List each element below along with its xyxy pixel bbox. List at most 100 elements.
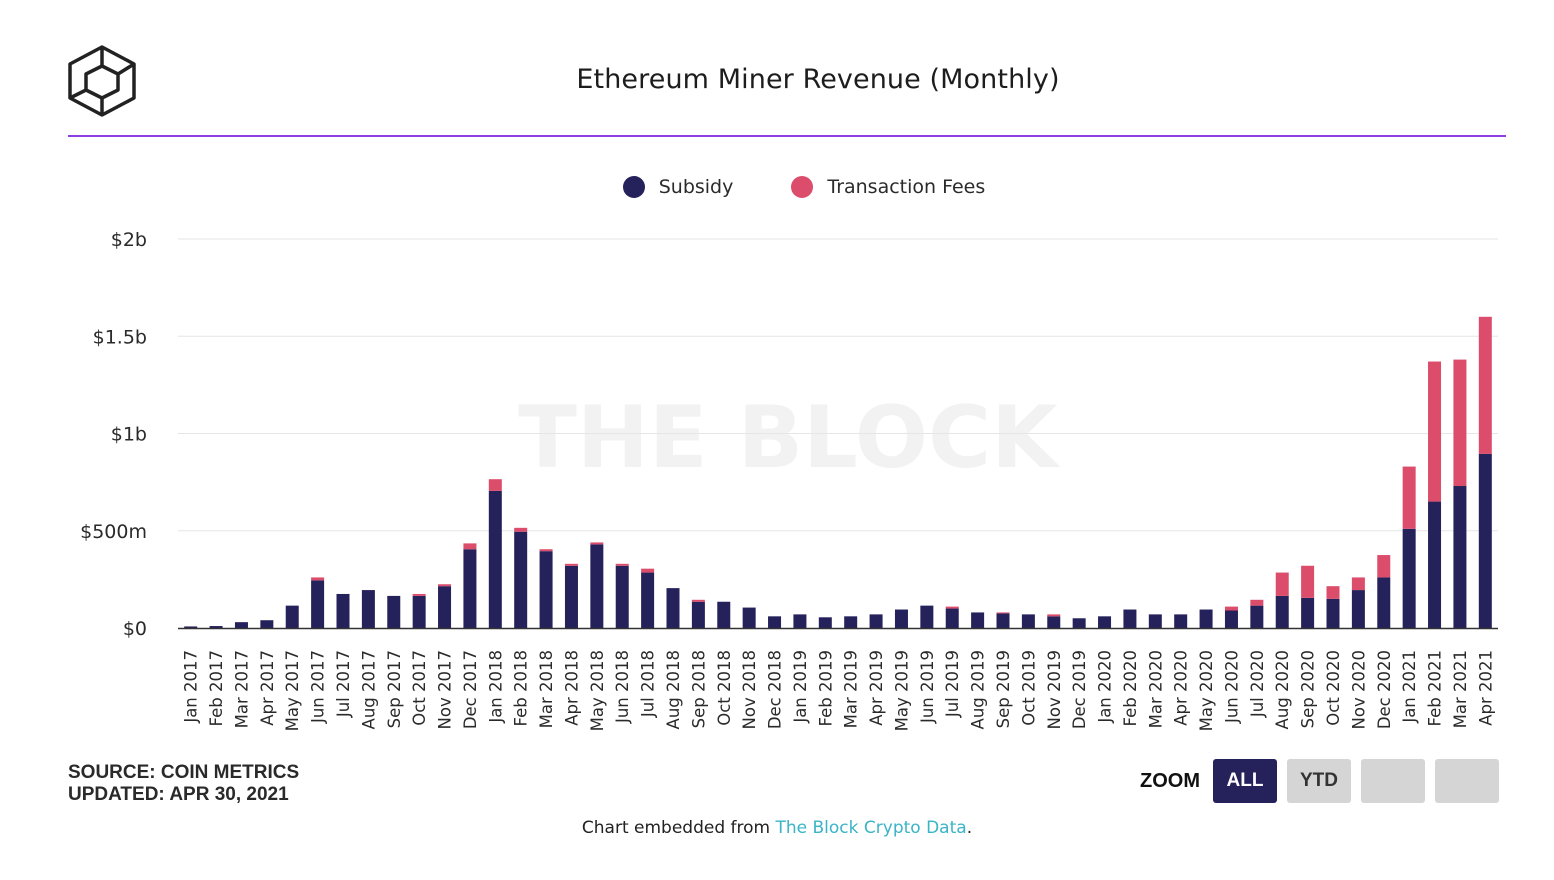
bar-subsidy xyxy=(691,601,705,628)
x-tick-label: Jun 2020 xyxy=(1222,650,1241,724)
bar-subsidy xyxy=(641,572,655,628)
x-tick-label: Apr 2021 xyxy=(1476,650,1495,726)
bar-subsidy xyxy=(768,616,782,628)
bar-transaction-fees xyxy=(539,549,553,552)
x-tick-label: Apr 2018 xyxy=(562,650,581,726)
x-tick-label: Nov 2019 xyxy=(1045,650,1064,729)
bar-transaction-fees xyxy=(691,599,705,602)
x-tick-label: Oct 2017 xyxy=(410,650,429,726)
bar-subsidy xyxy=(234,622,248,628)
bar-subsidy xyxy=(1123,609,1137,628)
x-tick-label: Feb 2020 xyxy=(1121,650,1140,726)
zoom-all-button[interactable]: ALL xyxy=(1213,759,1277,803)
bar-transaction-fees xyxy=(1351,577,1365,591)
bar-subsidy xyxy=(615,565,629,628)
bar-transaction-fees xyxy=(564,563,578,566)
bar-subsidy xyxy=(945,608,959,628)
bar-subsidy xyxy=(1098,616,1112,628)
x-tick-label: Apr 2020 xyxy=(1172,650,1191,726)
bar-subsidy xyxy=(717,601,731,628)
legend-label-subsidy: Subsidy xyxy=(658,176,734,198)
bar-subsidy xyxy=(387,595,401,628)
bar-transaction-fees xyxy=(1402,466,1416,529)
embed-suffix: . xyxy=(966,818,973,838)
bar-subsidy xyxy=(463,549,477,628)
embed-note: Chart embedded from The Block Crypto Dat… xyxy=(0,818,1554,838)
x-tick-label: Apr 2019 xyxy=(867,650,886,726)
bar-subsidy xyxy=(1021,614,1035,628)
bar-subsidy xyxy=(184,626,198,628)
bar-transaction-fees xyxy=(1377,555,1391,578)
legend-label-transaction-fees: Transaction Fees xyxy=(827,176,986,198)
x-tick-label: Nov 2020 xyxy=(1349,650,1368,729)
bar-subsidy xyxy=(1428,501,1442,628)
x-tick-label: Feb 2021 xyxy=(1426,650,1445,726)
bar-subsidy xyxy=(1402,528,1416,628)
bar-subsidy xyxy=(869,614,883,628)
bar-subsidy xyxy=(1478,453,1492,628)
bar-subsidy xyxy=(514,531,528,628)
bar-transaction-fees xyxy=(1301,565,1315,598)
zoom-ytd-button[interactable]: YTD xyxy=(1287,759,1351,803)
bar-subsidy xyxy=(818,617,832,628)
bar-chart: THE BLOCK $0 $500m $1b $1.5b $2b Jan 2017 Feb… xyxy=(80,229,1498,731)
x-tick-label: Jun 2017 xyxy=(309,650,328,724)
x-tick-label: Jun 2018 xyxy=(613,650,632,724)
bar-subsidy xyxy=(260,620,274,628)
the-block-crypto-data-link[interactable]: The Block Crypto Data xyxy=(775,818,967,838)
zoom-label: ZOOM xyxy=(1140,769,1200,792)
the-block-logo xyxy=(68,45,136,117)
bar-transaction-fees xyxy=(1428,361,1442,502)
y-tick-label: $1b xyxy=(111,424,147,446)
bar-transaction-fees xyxy=(1326,586,1340,599)
bar-transaction-fees xyxy=(590,542,604,545)
bar-transaction-fees xyxy=(996,612,1010,614)
x-tick-label: Jan 2021 xyxy=(1400,650,1419,724)
embed-prefix: Chart embedded from xyxy=(581,818,776,838)
bar-subsidy xyxy=(564,565,578,628)
x-tick-label: May 2017 xyxy=(283,650,302,731)
zoom-button-3[interactable] xyxy=(1361,759,1425,803)
bar-subsidy xyxy=(1174,614,1188,628)
x-tick-label: Oct 2019 xyxy=(1019,650,1038,726)
x-tick-label: Mar 2021 xyxy=(1451,650,1470,728)
x-tick-label: Jan 2017 xyxy=(182,650,201,724)
watermark: THE BLOCK xyxy=(518,388,1061,488)
bar-transaction-fees xyxy=(1275,572,1289,596)
x-tick-label: Sep 2017 xyxy=(385,650,404,728)
footer-source: SOURCE: COIN METRICS UPDATED: APR 30, 20… xyxy=(68,762,299,806)
x-tick-label: Dec 2020 xyxy=(1375,650,1394,729)
bar-subsidy xyxy=(1301,597,1315,628)
x-tick-label: Mar 2018 xyxy=(537,650,556,728)
bar-transaction-fees xyxy=(1047,614,1061,617)
x-tick-label: Dec 2017 xyxy=(461,650,480,729)
x-tick-label: Nov 2018 xyxy=(740,650,759,729)
x-tick-label: Oct 2018 xyxy=(715,650,734,726)
legend-item-subsidy[interactable]: Subsidy xyxy=(622,176,734,198)
bar-subsidy xyxy=(539,551,553,628)
y-tick-label: $1.5b xyxy=(93,326,147,348)
bars xyxy=(184,316,1492,628)
source-text: SOURCE: COIN METRICS xyxy=(68,762,300,783)
bar-subsidy xyxy=(209,626,223,628)
bar-subsidy xyxy=(793,614,807,628)
x-tick-label: Sep 2020 xyxy=(1299,650,1318,728)
legend-item-transaction-fees[interactable]: Transaction Fees xyxy=(791,176,985,198)
bar-subsidy xyxy=(1351,590,1365,628)
bar-subsidy xyxy=(1072,618,1086,628)
x-tick-label: Oct 2020 xyxy=(1324,650,1343,726)
bar-transaction-fees xyxy=(1453,359,1467,487)
x-tick-label: Jun 2019 xyxy=(918,650,937,724)
bar-subsidy xyxy=(1377,577,1391,628)
bar-subsidy xyxy=(412,595,426,628)
zoom-button-4[interactable] xyxy=(1435,759,1499,803)
bar-subsidy xyxy=(438,586,452,628)
bar-subsidy xyxy=(894,609,908,628)
x-tick-label: Feb 2018 xyxy=(512,650,531,726)
x-tick-label: Jul 2020 xyxy=(1248,650,1267,718)
bar-transaction-fees xyxy=(615,563,629,566)
x-tick-label: Mar 2017 xyxy=(232,650,251,728)
bar-transaction-fees xyxy=(438,584,452,587)
bar-transaction-fees xyxy=(945,606,959,609)
x-tick-label: Feb 2017 xyxy=(207,650,226,726)
